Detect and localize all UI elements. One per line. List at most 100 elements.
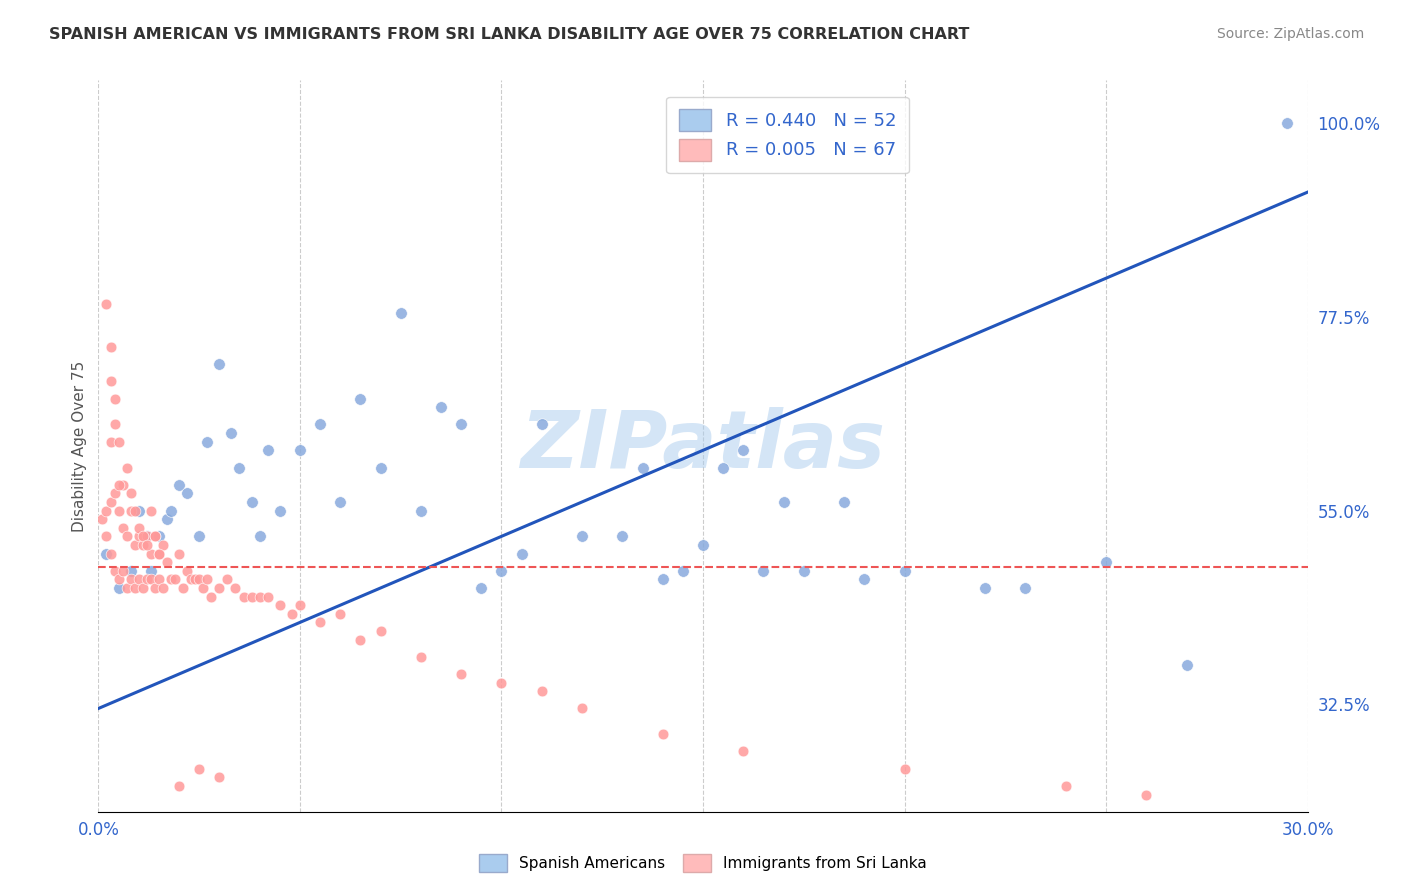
Legend: Spanish Americans, Immigrants from Sri Lanka: Spanish Americans, Immigrants from Sri L…: [471, 846, 935, 880]
Point: [631, 460, 654, 475]
Point: [1135, 788, 1157, 802]
Point: [132, 529, 155, 543]
Point: [256, 443, 278, 458]
Point: [111, 521, 134, 535]
Point: [208, 770, 231, 784]
Point: [309, 417, 332, 432]
Point: [249, 529, 271, 543]
Point: [288, 598, 311, 612]
Point: [152, 538, 174, 552]
Point: [107, 434, 129, 449]
Point: [148, 573, 170, 587]
Point: [167, 477, 190, 491]
Point: [430, 401, 453, 415]
Text: Source: ZipAtlas.com: Source: ZipAtlas.com: [1216, 27, 1364, 41]
Point: [172, 581, 194, 595]
Point: [107, 503, 129, 517]
Point: [1095, 555, 1118, 569]
Point: [571, 529, 593, 543]
Point: [111, 477, 134, 491]
Point: [120, 486, 142, 500]
Point: [96, 297, 118, 311]
Point: [711, 460, 734, 475]
Point: [450, 417, 472, 432]
Point: [232, 590, 254, 604]
Point: [221, 426, 243, 441]
Point: [100, 547, 122, 561]
Point: [132, 581, 155, 595]
Point: [530, 684, 553, 698]
Point: [103, 392, 125, 406]
Point: [672, 564, 695, 578]
Point: [156, 555, 179, 569]
Point: [195, 434, 218, 449]
Point: [256, 590, 278, 604]
Point: [389, 305, 412, 319]
Point: [176, 486, 198, 500]
Point: [612, 529, 634, 543]
Point: [188, 762, 211, 776]
Point: [195, 573, 218, 587]
Point: [409, 649, 432, 664]
Point: [450, 667, 472, 681]
Point: [115, 460, 138, 475]
Point: [793, 564, 815, 578]
Point: [143, 581, 166, 595]
Point: [160, 573, 183, 587]
Point: [135, 529, 157, 543]
Point: [148, 529, 170, 543]
Point: [409, 503, 432, 517]
Point: [692, 538, 714, 552]
Point: [152, 581, 174, 595]
Point: [91, 512, 114, 526]
Point: [143, 529, 166, 543]
Point: [249, 590, 271, 604]
Point: [148, 547, 170, 561]
Point: [96, 503, 118, 517]
Point: [139, 573, 162, 587]
Point: [103, 486, 125, 500]
Point: [752, 564, 775, 578]
Point: [510, 547, 533, 561]
Point: [135, 573, 157, 587]
Point: [288, 443, 311, 458]
Point: [309, 615, 332, 630]
Point: [240, 495, 263, 509]
Point: [139, 503, 162, 517]
Point: [281, 607, 304, 621]
Point: [120, 573, 142, 587]
Point: [111, 564, 134, 578]
Point: [329, 607, 352, 621]
Point: [107, 581, 129, 595]
Point: [135, 529, 157, 543]
Point: [167, 547, 190, 561]
Point: [228, 460, 250, 475]
Point: [733, 443, 755, 458]
Point: [143, 529, 166, 543]
Point: [733, 744, 755, 758]
Point: [124, 503, 146, 517]
Point: [217, 573, 239, 587]
Point: [491, 564, 513, 578]
Point: [772, 495, 794, 509]
Point: [176, 564, 198, 578]
Point: [224, 581, 246, 595]
Point: [349, 392, 371, 406]
Point: [651, 727, 673, 741]
Point: [269, 598, 291, 612]
Point: [651, 573, 673, 587]
Point: [893, 564, 915, 578]
Text: SPANISH AMERICAN VS IMMIGRANTS FROM SRI LANKA DISABILITY AGE OVER 75 CORRELATION: SPANISH AMERICAN VS IMMIGRANTS FROM SRI …: [49, 27, 970, 42]
Point: [139, 564, 162, 578]
Point: [128, 521, 150, 535]
Point: [156, 512, 179, 526]
Point: [120, 503, 142, 517]
Point: [1014, 581, 1036, 595]
Point: [349, 632, 371, 647]
Point: [200, 590, 222, 604]
Point: [184, 573, 207, 587]
Point: [96, 529, 118, 543]
Y-axis label: Disability Age Over 75: Disability Age Over 75: [72, 360, 87, 532]
Point: [370, 624, 392, 638]
Text: ZIPatlas: ZIPatlas: [520, 407, 886, 485]
